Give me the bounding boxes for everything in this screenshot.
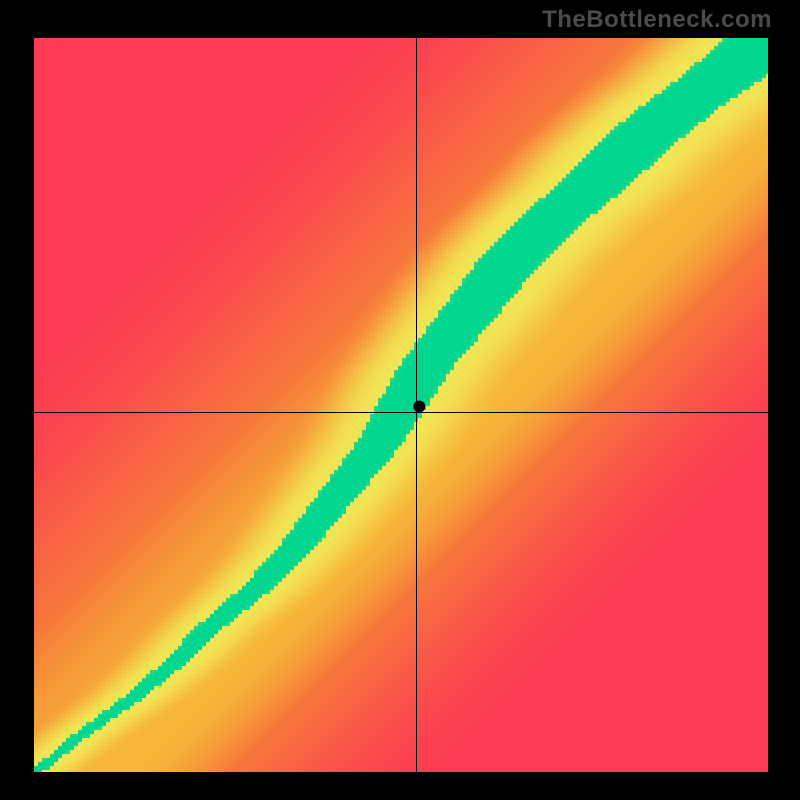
watermark-text: TheBottleneck.com [542,6,772,34]
bottleneck-heatmap [34,38,768,772]
